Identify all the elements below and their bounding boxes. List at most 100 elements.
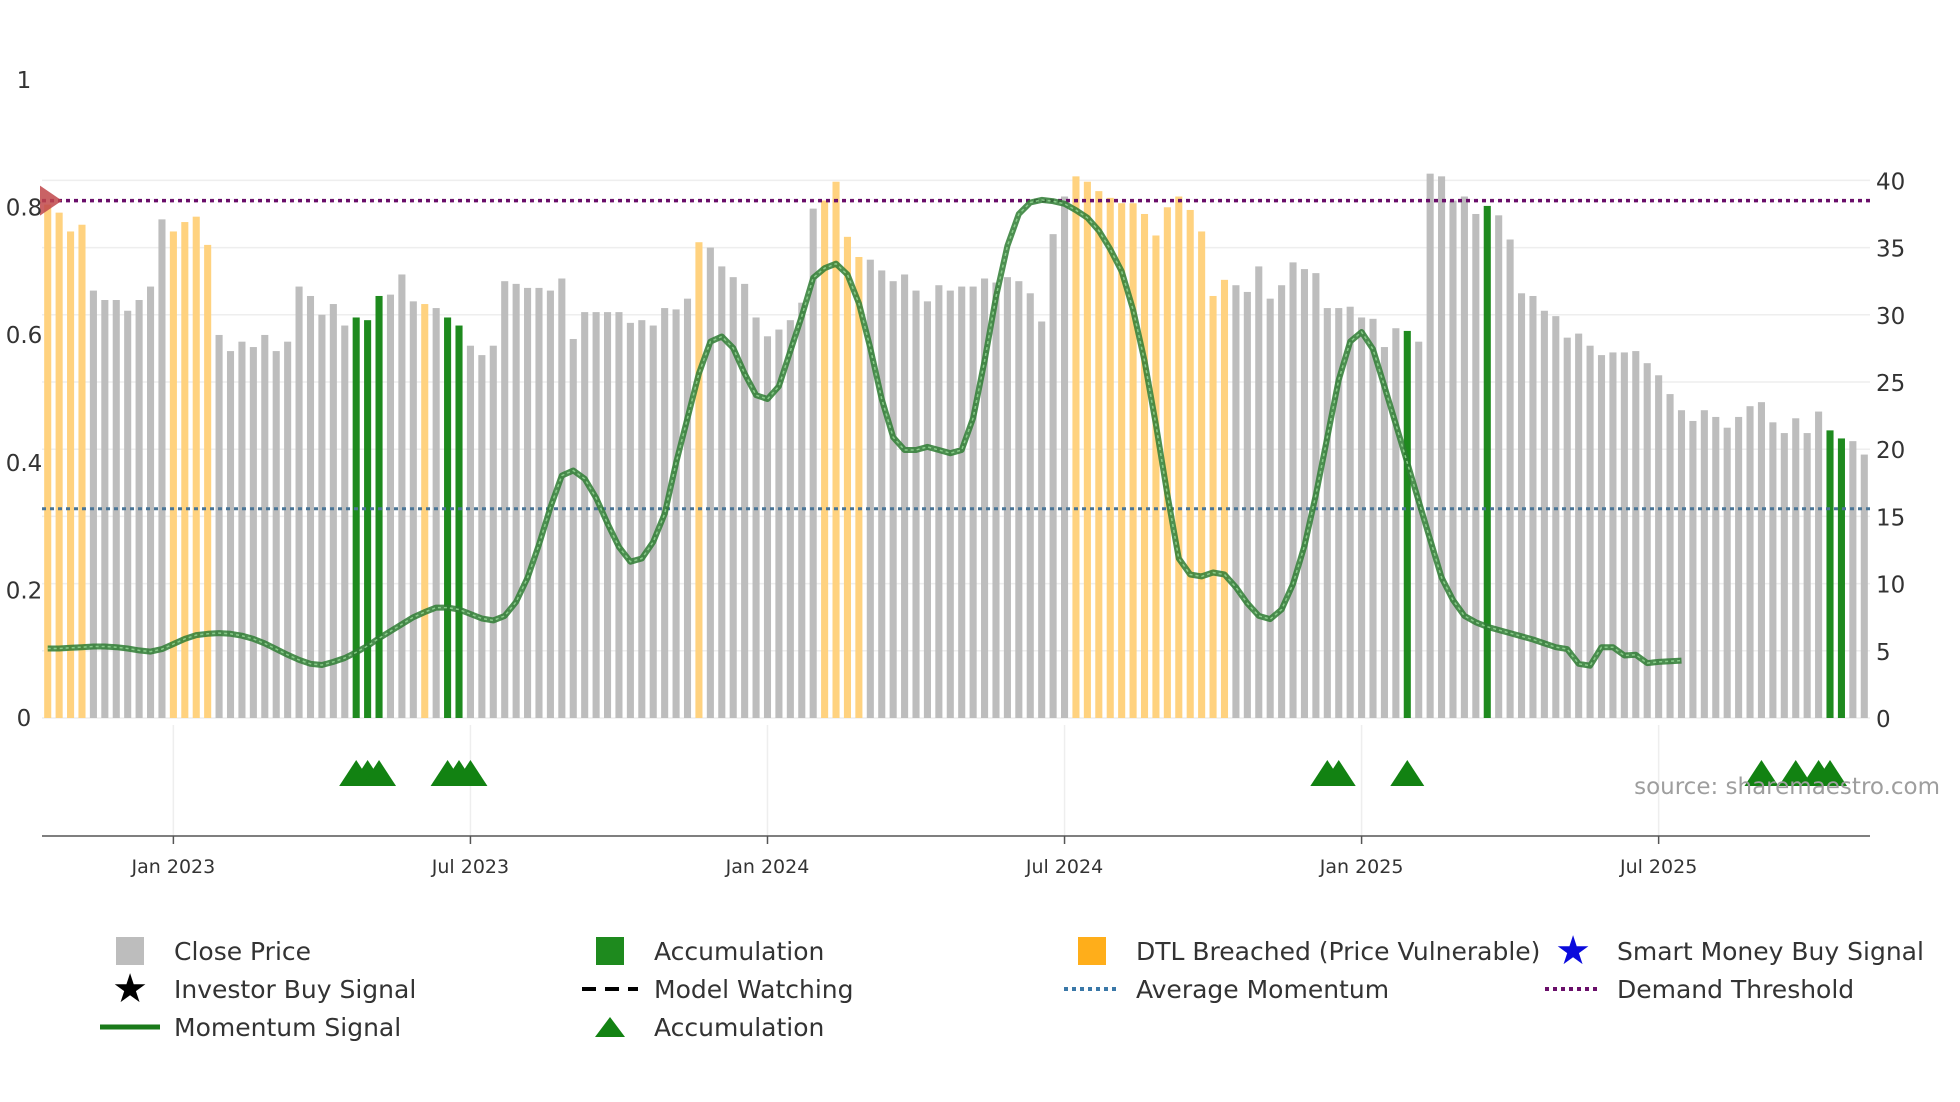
- x-axis-tick-label: Jan 2023: [131, 856, 216, 878]
- close-price-bar: [1815, 411, 1823, 718]
- accumulation-triangle: [1390, 760, 1425, 786]
- close-price-bar: [284, 341, 292, 718]
- close-price-bar: [775, 329, 783, 718]
- close-price-bar: [1666, 394, 1674, 718]
- close-price-bar: [1712, 416, 1720, 718]
- close-price-bar: [1003, 277, 1011, 718]
- price-bars: [44, 173, 1868, 719]
- close-price-bar: [432, 308, 440, 718]
- left-axis-tick: 0.4: [6, 451, 43, 477]
- close-price-bar: [1609, 352, 1617, 718]
- close-price-bar: [1255, 266, 1263, 718]
- close-price-bar: [626, 322, 634, 718]
- close-price-bar: [1266, 298, 1274, 718]
- close-price-bar: [329, 304, 337, 718]
- close-price-bar: [1792, 418, 1800, 718]
- close-price-bar: [672, 309, 680, 718]
- dtl-breached-bar: [1083, 181, 1091, 718]
- dtl-breached-bar: [421, 304, 429, 718]
- close-price-bar: [1517, 293, 1526, 718]
- close-price-bar: [981, 278, 989, 718]
- x-axis-tick-label: Jul 2023: [431, 856, 509, 878]
- right-axis-tick: 20: [1876, 438, 1905, 464]
- close-price-bar: [935, 285, 943, 718]
- close-price-bar: [1723, 427, 1731, 718]
- close-price-bar: [249, 347, 257, 718]
- right-axis-tick: 40: [1876, 169, 1905, 195]
- close-price-bar: [1735, 416, 1743, 718]
- close-price-bar: [1346, 306, 1354, 718]
- close-price-bar: [581, 312, 589, 718]
- close-price-bar: [569, 338, 577, 718]
- dtl-breached-bar: [1163, 207, 1171, 718]
- close-price-bar: [901, 274, 909, 718]
- accumulation-bar: [1483, 205, 1491, 719]
- close-price-bar: [786, 320, 794, 718]
- x-axis-tick-label: Jul 2024: [1025, 856, 1103, 878]
- dtl-breached-bar: [44, 204, 52, 718]
- close-price-bar: [878, 270, 886, 718]
- dtl-breached-bar: [1152, 235, 1160, 718]
- accumulation-bar: [1837, 438, 1845, 718]
- right-axis-tick: 10: [1876, 573, 1905, 599]
- close-price-bar: [524, 287, 532, 718]
- close-price-bar: [535, 287, 543, 718]
- right-axis-tick: 15: [1876, 505, 1905, 531]
- close-price-bar: [89, 290, 97, 718]
- close-price-bar: [1540, 310, 1548, 718]
- close-price-bar: [1289, 262, 1297, 718]
- close-price-bar: [1369, 318, 1377, 718]
- close-price-bar: [912, 290, 920, 718]
- left-axis-tick: 0: [17, 706, 32, 732]
- close-price-bar: [158, 219, 166, 719]
- right-axis-tick: 30: [1876, 304, 1905, 330]
- close-price-bar: [1780, 433, 1788, 718]
- close-price-bar: [1243, 291, 1251, 718]
- momentum-line-highlight: [47, 199, 1682, 667]
- dtl-breached-bar: [67, 231, 75, 718]
- right-axis-tick: 25: [1876, 371, 1905, 397]
- close-price-bar: [466, 345, 474, 718]
- close-price-bar: [1552, 316, 1560, 718]
- close-price-bar: [261, 334, 269, 718]
- close-price-bar: [1323, 308, 1331, 718]
- dtl-breached-bar: [832, 181, 840, 718]
- dtl-breached-bar: [181, 222, 189, 718]
- close-price-bar: [1643, 363, 1651, 718]
- source-note: source: sharemaestro.com: [1634, 774, 1940, 800]
- x-axis-tick-label: Jul 2025: [1619, 856, 1697, 878]
- dtl-breached-bar: [169, 231, 177, 718]
- close-price-bar: [1700, 410, 1708, 718]
- accumulation-triangle: [1778, 760, 1813, 786]
- close-price-bar: [306, 295, 315, 718]
- close-price-bar: [501, 281, 509, 718]
- close-price-bar: [238, 341, 246, 718]
- close-price-bar: [1460, 196, 1468, 718]
- dtl-breached-bar: [192, 216, 200, 718]
- left-axis-tick: 0.6: [6, 323, 43, 349]
- close-price-bar: [1620, 352, 1628, 718]
- close-price-bar: [1860, 454, 1868, 718]
- close-price-bar: [124, 310, 132, 718]
- close-price-bar: [341, 325, 349, 718]
- left-axis-tick: 0.8: [6, 196, 43, 222]
- momentum-signal: [47, 196, 1682, 669]
- dtl-breached-bar: [1209, 295, 1217, 718]
- close-price-bar: [649, 325, 657, 718]
- close-price-bar: [1655, 375, 1663, 718]
- close-price-bar: [1415, 341, 1423, 718]
- close-price-bar: [798, 302, 806, 718]
- accumulation-bar: [455, 325, 463, 718]
- right-axis-tick: 35: [1876, 237, 1905, 263]
- close-price-bar: [386, 294, 395, 718]
- accumulation-bar: [444, 317, 452, 718]
- dtl-breached-bar: [1220, 279, 1229, 718]
- accumulation-bar: [1403, 330, 1411, 718]
- close-price-bar: [1392, 328, 1400, 718]
- accumulation-bar: [1826, 430, 1834, 718]
- close-price-bar: [866, 259, 874, 718]
- close-price-bar: [1335, 308, 1343, 718]
- dtl-breached-bar: [1106, 197, 1114, 719]
- close-price-bar: [1575, 333, 1583, 718]
